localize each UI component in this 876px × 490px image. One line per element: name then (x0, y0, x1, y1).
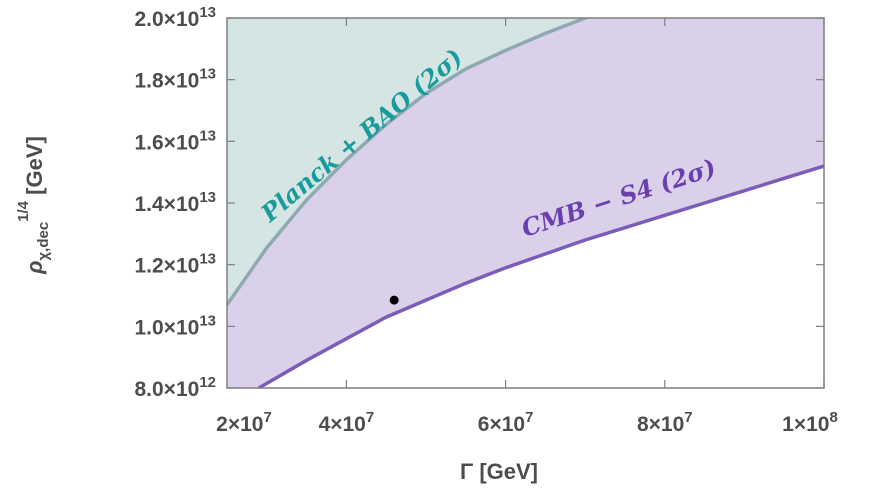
x-tick-label: 4×107 (319, 409, 375, 436)
cmb-s4-region (227, 18, 824, 388)
y-tick-label: 1.2×1013 (134, 251, 216, 278)
x-axis-ticks: 2×107 4×107 6×107 8×107 1×108 (216, 18, 838, 436)
y-axis-ticks: 8.0×1012 1.0×1013 1.2×1013 1.4×1013 1.6×1013… (134, 4, 824, 401)
y-tick-label: 1.0×1013 (134, 312, 216, 339)
benchmark-point (389, 295, 399, 305)
x-tick-label: 6×107 (478, 409, 534, 436)
y-tick-label: 1.4×1013 (134, 189, 216, 216)
y-tick-label: 1.6×1013 (134, 127, 216, 154)
y-axis-title: ρχ,dec1/4 [GeV] (15, 136, 52, 275)
x-tick-label: 1×108 (782, 409, 838, 436)
y-tick-label: 8.0×1012 (134, 374, 216, 401)
planck-excluded-region (227, 18, 586, 305)
x-axis-title: Γ [GeV] (460, 459, 538, 484)
cmb-s4-curve (257, 164, 824, 388)
y-tick-label: 2.0×1013 (134, 4, 216, 31)
planck-bao-curve (227, 18, 591, 306)
x-tick-label: 8×107 (637, 409, 693, 436)
x-tick-label: 2×107 (216, 409, 272, 436)
y-tick-label: 1.8×1013 (134, 66, 216, 93)
